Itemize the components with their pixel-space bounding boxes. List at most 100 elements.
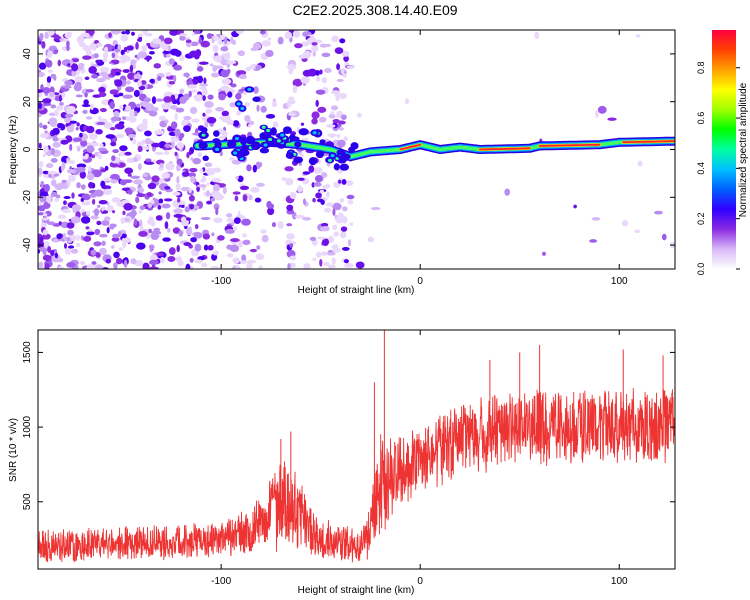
- noise-blob: [340, 67, 345, 75]
- noise-blob: [191, 118, 200, 123]
- noise-blob: [288, 67, 294, 75]
- noise-blob: [45, 59, 53, 68]
- noise-blob: [173, 213, 184, 218]
- noise-blob: [255, 64, 262, 71]
- noise-blob: [147, 218, 154, 225]
- noise-blob: [162, 50, 172, 55]
- noise-blob: [101, 240, 106, 247]
- noise-blob: [226, 217, 234, 223]
- noise-blob: [151, 264, 156, 269]
- noise-blob: [176, 175, 180, 184]
- noise-blob: [164, 185, 171, 190]
- noise-blob: [113, 262, 118, 269]
- snr-line: [38, 388, 675, 563]
- noise-blob: [95, 129, 103, 135]
- noise-blob: [86, 145, 95, 154]
- noise-blob: [325, 183, 331, 189]
- noise-blob: [99, 247, 107, 256]
- noise-blob: [76, 182, 81, 189]
- noise-blob: [97, 147, 107, 152]
- noise-blob: [320, 172, 328, 179]
- spectrogram-ylabel: Frequency (Hz): [8, 116, 19, 185]
- signal-blob: [340, 153, 351, 160]
- noise-blob: [69, 120, 78, 124]
- noise-blob: [82, 45, 92, 52]
- noise-blob: [38, 249, 41, 254]
- noise-blob: [343, 136, 348, 142]
- noise-blob: [161, 103, 171, 110]
- spectrogram-xlabel: Height of straight line (km): [298, 285, 415, 296]
- noise-blob: [285, 178, 294, 186]
- noise-blob: [113, 251, 120, 259]
- noise-blob: [212, 184, 220, 192]
- noise-blob: [332, 208, 336, 216]
- noise-blob: [237, 239, 244, 248]
- noise-blob: [110, 141, 117, 147]
- noise-blob: [325, 124, 336, 128]
- noise-blob: [161, 203, 171, 209]
- noise-blob: [226, 253, 234, 258]
- noise-blob: [47, 69, 53, 73]
- noise-blob: [334, 47, 344, 55]
- noise-blob: [80, 216, 91, 224]
- noise-blob: [96, 77, 106, 83]
- noise-blob: [266, 200, 272, 209]
- noise-blob: [155, 198, 160, 204]
- noise-blob: [210, 265, 220, 269]
- noise-blob: [241, 254, 247, 262]
- ridge-hot-core: [538, 143, 601, 147]
- noise-blob: [635, 34, 641, 38]
- noise-blob: [120, 49, 125, 56]
- noise-blob: [314, 175, 323, 183]
- noise-blob: [47, 30, 55, 36]
- noise-blob: [47, 50, 53, 56]
- noise-blob: [85, 89, 95, 93]
- noise-blob: [79, 261, 86, 266]
- noise-blob: [333, 231, 339, 237]
- signal-blob: [294, 141, 302, 148]
- noise-blob: [221, 110, 229, 117]
- noise-blob: [155, 215, 163, 221]
- noise-blob: [92, 142, 100, 147]
- noise-blob: [242, 233, 248, 238]
- noise-blob: [38, 122, 43, 129]
- noise-blob: [258, 162, 263, 168]
- noise-blob: [151, 175, 160, 183]
- noise-blob: [39, 133, 49, 138]
- noise-blob: [123, 179, 133, 184]
- noise-blob: [267, 207, 275, 216]
- noise-blob: [91, 154, 95, 159]
- noise-blob: [114, 123, 125, 130]
- y-tick-label: 1500: [22, 341, 33, 364]
- noise-blob: [145, 158, 152, 163]
- signal-blob-core: [327, 158, 332, 163]
- noise-blob: [83, 99, 89, 106]
- noise-blob: [215, 207, 219, 216]
- noise-blob: [130, 175, 141, 179]
- noise-blob: [233, 226, 238, 231]
- noise-blob: [60, 139, 69, 145]
- noise-blob: [326, 252, 336, 256]
- noise-blob: [259, 30, 266, 35]
- noise-blob: [106, 227, 110, 234]
- noise-blob: [312, 197, 316, 203]
- x-tick-label: 100: [611, 576, 628, 587]
- noise-blob: [118, 231, 122, 237]
- noise-blob: [118, 105, 124, 110]
- noise-blob: [179, 33, 188, 37]
- noise-blob: [252, 164, 258, 173]
- noise-blob: [102, 188, 113, 196]
- noise-blob: [325, 202, 334, 207]
- noise-blob: [113, 110, 120, 118]
- noise-blob: [250, 186, 260, 193]
- noise-blob: [110, 59, 120, 64]
- noise-blob: [83, 236, 92, 242]
- noise-blob: [192, 76, 203, 80]
- noise-blob: [342, 73, 348, 78]
- noise-blob: [53, 49, 58, 55]
- noise-blob: [113, 94, 120, 98]
- noise-blob: [178, 134, 183, 142]
- noise-blob: [46, 221, 56, 226]
- signal-blob: [239, 136, 247, 146]
- noise-blob: [94, 208, 99, 217]
